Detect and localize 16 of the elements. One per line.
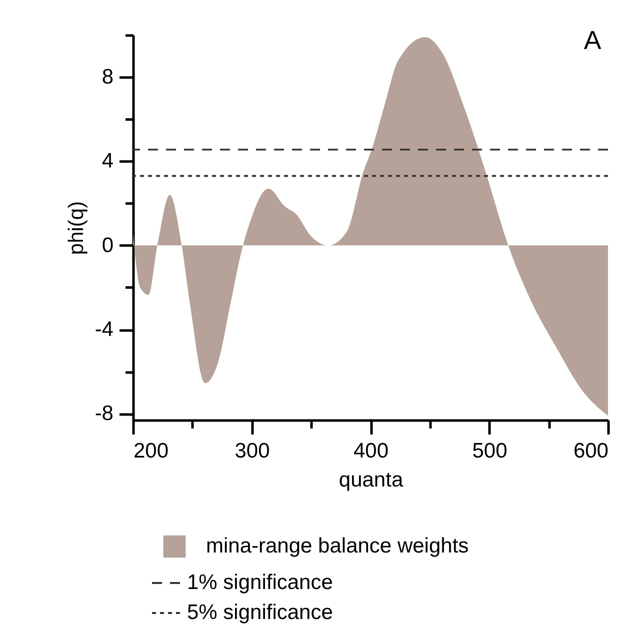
- x-tick-label: 400: [353, 440, 389, 462]
- y-tick-label: 0: [102, 234, 114, 257]
- x-tick-label: 600: [573, 440, 608, 462]
- legend-label: 5% significance: [187, 601, 333, 624]
- y-axis-title: phi(q): [64, 201, 88, 255]
- legend-label: 1% significance: [187, 571, 333, 594]
- x-axis-title: quanta: [338, 468, 404, 492]
- x-tick-label: 500: [472, 440, 508, 462]
- y-tick-label: -8: [94, 402, 114, 426]
- x-tick-label: 200: [134, 440, 169, 462]
- chart-title: A: [584, 25, 602, 55]
- legend-label: mina-range balance weights: [206, 534, 469, 558]
- x-tick-label: 300: [234, 440, 270, 462]
- y-tick-label: -4: [94, 318, 114, 342]
- y-tick-label: 4: [102, 150, 114, 173]
- y-tick-label: 8: [102, 66, 114, 89]
